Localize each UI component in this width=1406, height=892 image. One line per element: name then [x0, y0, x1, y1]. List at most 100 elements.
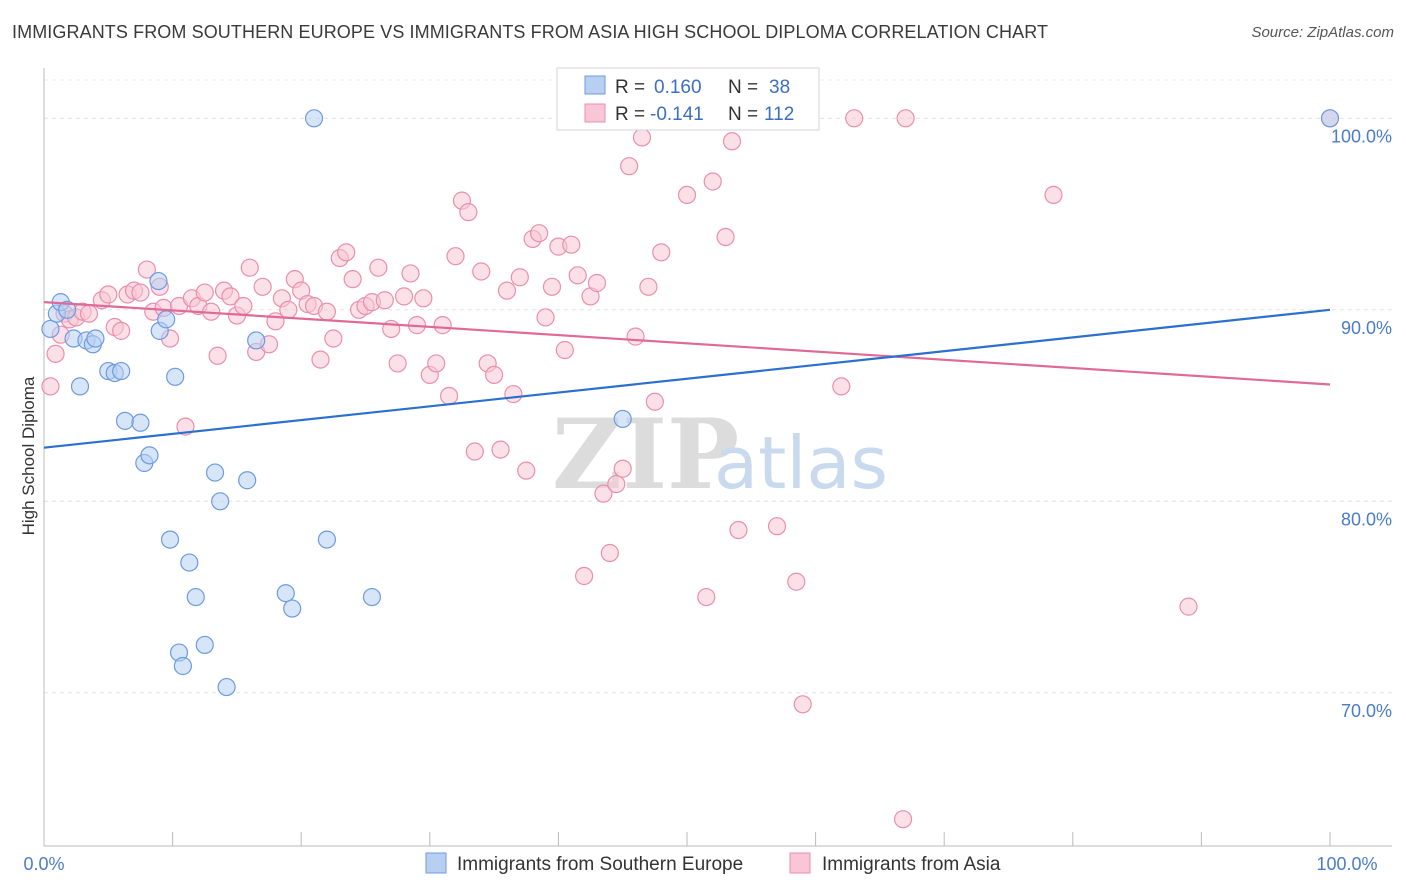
- asia-point: [221, 287, 240, 306]
- southern-europe-point: [195, 635, 214, 655]
- southern-europe-point: [283, 599, 302, 618]
- asia-point: [401, 264, 420, 283]
- y-tick-label: 70.0%: [1341, 701, 1392, 721]
- asia-point: [41, 377, 60, 396]
- southern-europe-point: [112, 361, 131, 381]
- bottom-legend-label-southern-europe: Immigrants from Southern Europe: [457, 854, 743, 875]
- asia-point: [459, 203, 478, 222]
- southern-europe-point: [211, 492, 230, 511]
- asia-point: [620, 157, 639, 176]
- asia-point: [1179, 597, 1198, 616]
- x-ticks: [43, 832, 1331, 846]
- asia-point: [787, 572, 806, 591]
- asia-point: [112, 321, 131, 340]
- asia-point: [607, 474, 626, 494]
- y-tick-labels: 70.0% 80.0% 90.0% 100.0%: [1331, 126, 1392, 721]
- asia-point: [632, 128, 652, 147]
- asia-point: [394, 287, 414, 306]
- southern-europe-point: [238, 471, 257, 490]
- asia-point: [832, 377, 851, 396]
- asia-point: [716, 227, 735, 247]
- legend-n-value-2: 112: [764, 104, 794, 125]
- asia-point: [433, 316, 452, 335]
- southern-europe-point: [217, 677, 236, 697]
- asia-point: [536, 308, 555, 327]
- asia-point: [491, 440, 510, 459]
- asia-point: [652, 243, 671, 262]
- southern-europe-point: [149, 271, 168, 291]
- asia-point: [375, 291, 394, 310]
- y-tick-label: 100.0%: [1331, 126, 1392, 146]
- asia-point: [568, 266, 587, 285]
- series-asia-points: [41, 109, 1340, 829]
- southern-europe-point: [362, 587, 382, 607]
- asia-point: [722, 132, 742, 151]
- asia-point: [613, 459, 632, 478]
- asia-point: [137, 260, 156, 279]
- southern-europe-point: [58, 300, 77, 319]
- asia-point: [645, 392, 664, 411]
- asia-point: [131, 283, 150, 302]
- asia-point: [729, 520, 748, 540]
- asia-point: [555, 340, 574, 360]
- southern-europe-point: [173, 656, 192, 676]
- asia-point: [324, 329, 343, 348]
- asia-point: [343, 270, 362, 289]
- asia-point: [793, 695, 812, 714]
- bottom-legend-label-asia: Immigrants from Asia: [822, 854, 1001, 875]
- x-tick-label-max: 100.0%: [1316, 854, 1377, 874]
- series-southern-europe-points: [41, 109, 1340, 697]
- southern-europe-point: [1320, 109, 1340, 128]
- asia-point: [234, 296, 253, 316]
- asia-point: [639, 277, 658, 296]
- legend-r-label-1: R =: [615, 77, 645, 98]
- asia-point: [510, 268, 529, 287]
- asia-point: [240, 258, 259, 277]
- bottom-legend-swatch-southern-europe: [425, 852, 447, 874]
- legend-r-value-1: 0.160: [654, 77, 702, 98]
- asia-point: [517, 461, 536, 480]
- southern-europe-point: [247, 331, 266, 350]
- asia-point: [446, 247, 465, 266]
- asia-point: [427, 354, 446, 373]
- asia-point: [562, 235, 581, 254]
- asia-point: [317, 302, 337, 321]
- asia-point: [530, 224, 549, 243]
- southern-europe-point: [115, 411, 135, 430]
- asia-point: [896, 109, 915, 128]
- source-credit: Source: ZipAtlas.com: [1251, 24, 1394, 41]
- asia-point: [414, 289, 433, 308]
- southern-europe-point: [317, 530, 337, 549]
- asia-point: [176, 417, 195, 436]
- asia-point: [439, 386, 459, 406]
- southern-europe-point: [86, 329, 105, 348]
- asia-point: [1044, 185, 1063, 204]
- southern-europe-point: [276, 584, 295, 603]
- southern-europe-point: [613, 409, 632, 429]
- x-tick-label-min: 0.0%: [23, 854, 64, 874]
- asia-point: [594, 484, 613, 503]
- asia-point: [311, 350, 330, 369]
- asia-point: [703, 172, 722, 191]
- southern-europe-point: [70, 377, 90, 396]
- asia-point: [626, 327, 645, 346]
- southern-europe-point: [186, 587, 205, 607]
- asia-point: [253, 277, 272, 296]
- asia-point: [46, 344, 65, 363]
- asia-point: [279, 300, 298, 319]
- stats-legend: R = 0.160 N = 38 R = -0.141 N = 112: [556, 67, 820, 131]
- asia-point: [99, 285, 118, 304]
- asia-point: [195, 283, 214, 302]
- southern-europe-point: [180, 553, 199, 572]
- trend-lines: [43, 301, 1331, 449]
- asia-point: [893, 810, 913, 829]
- asia-point: [845, 109, 864, 128]
- watermark: ZIP atlas: [552, 398, 888, 511]
- southern-europe-point: [304, 109, 324, 128]
- y-axis-label: High School Diploma: [19, 376, 38, 535]
- asia-point: [485, 365, 504, 385]
- southern-europe-point: [131, 413, 150, 432]
- asia-point: [677, 185, 697, 204]
- asia-point: [587, 273, 607, 293]
- legend-n-label-2: N =: [728, 104, 758, 125]
